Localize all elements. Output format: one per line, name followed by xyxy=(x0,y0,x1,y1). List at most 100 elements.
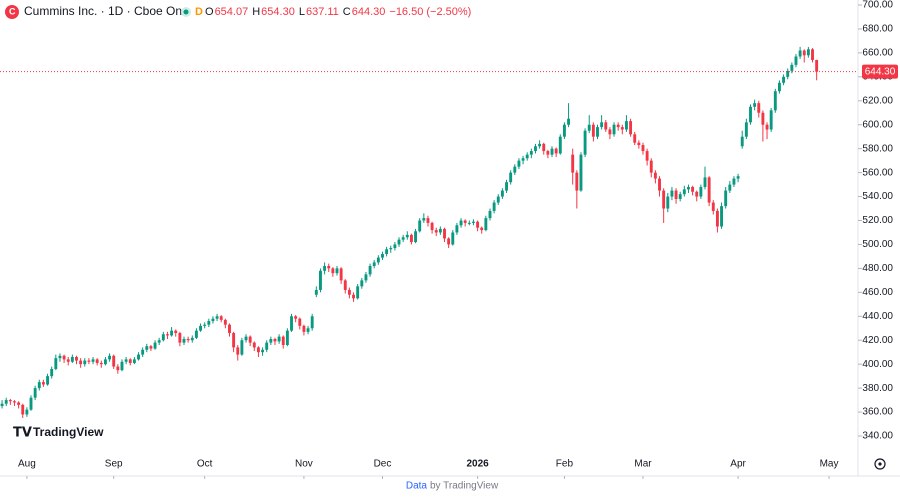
candle-body xyxy=(236,347,240,355)
candle-body xyxy=(298,318,302,326)
candle-body xyxy=(430,222,434,231)
candle-body xyxy=(83,360,87,365)
candle-body xyxy=(149,346,153,349)
candle-body xyxy=(13,401,16,403)
candle-body xyxy=(546,151,550,155)
ohlc-legend: O 654.07 H 654.30 L 637.11 C 644.30 −16.50 (−2.5… xyxy=(205,6,471,18)
x-tick-label: Dec xyxy=(374,459,392,470)
candle-body xyxy=(521,158,525,161)
settings-icon[interactable] xyxy=(874,458,886,470)
y-tick-label: 420.00 xyxy=(862,335,893,346)
candle-body xyxy=(798,50,802,57)
candle-body xyxy=(744,122,748,137)
ohlc-label: L xyxy=(299,6,305,18)
candle-body xyxy=(190,337,194,341)
candle-body xyxy=(62,355,66,360)
logo-text: TradingView xyxy=(33,425,104,439)
candle-body xyxy=(128,359,132,363)
x-tick-label: Oct xyxy=(197,459,213,470)
candle-body xyxy=(790,64,794,71)
candle-body xyxy=(670,190,674,197)
candle-body xyxy=(124,359,128,362)
candle-body xyxy=(443,228,446,239)
y-tick-label: 700.00 xyxy=(862,0,893,11)
y-tick-label: 440.00 xyxy=(862,311,893,322)
candle-body xyxy=(749,106,752,123)
y-tick-label: 620.00 xyxy=(862,95,893,106)
candle-body xyxy=(186,339,190,341)
footer-data-link[interactable]: Data xyxy=(406,481,428,492)
candle-body xyxy=(715,210,719,227)
candle-body xyxy=(41,382,45,385)
candle-body xyxy=(397,239,401,245)
candle-body xyxy=(244,336,248,341)
symbol-title[interactable]: Cummins Inc. · 1D · Cboe One xyxy=(24,4,189,18)
x-tick-label: May xyxy=(820,459,839,470)
candle-body xyxy=(641,145,645,152)
candle-body xyxy=(662,190,666,209)
candle-body xyxy=(451,232,455,245)
candle-body xyxy=(720,206,723,227)
candle-body xyxy=(699,186,703,197)
candle-body xyxy=(409,234,413,243)
candle-body xyxy=(633,134,637,143)
candle-body xyxy=(455,225,459,233)
candle-body xyxy=(653,172,657,179)
candle-body xyxy=(87,360,91,362)
logo-badge[interactable] xyxy=(8,422,102,444)
candle-body xyxy=(484,218,488,231)
candle-body xyxy=(343,280,347,290)
candle-body xyxy=(579,154,583,191)
candle-body xyxy=(596,127,599,137)
candle-body xyxy=(761,112,765,125)
candle-body xyxy=(418,220,422,232)
candle-body xyxy=(447,238,451,245)
ohlc-label: O xyxy=(205,6,214,18)
candle-body xyxy=(389,248,393,250)
candle-body xyxy=(575,172,579,191)
logo-mark: 𝗧𝗩 xyxy=(13,424,32,439)
candle-body xyxy=(600,122,604,128)
candle-body xyxy=(240,340,244,355)
market-status: D xyxy=(195,6,203,18)
candle-body xyxy=(724,190,728,207)
candle-body xyxy=(496,196,500,203)
candle-body xyxy=(137,354,140,360)
y-tick-label: 520.00 xyxy=(862,215,893,226)
candle-body xyxy=(678,194,682,199)
candle-body xyxy=(232,333,236,348)
candle-body xyxy=(806,49,810,56)
candle-body xyxy=(108,355,112,360)
candle-body xyxy=(777,82,781,92)
candle-body xyxy=(50,368,54,377)
candle-body xyxy=(8,400,12,402)
change-value: −16.50 (−2.50%) xyxy=(389,6,471,18)
candle-body xyxy=(248,336,252,343)
candle-body xyxy=(385,249,389,255)
y-tick-label: 680.00 xyxy=(862,24,893,35)
candle-body xyxy=(637,142,641,146)
candle-body xyxy=(815,59,819,72)
candle-body xyxy=(480,227,484,231)
candle-body xyxy=(687,186,690,190)
candle-body xyxy=(285,330,289,346)
candle-body xyxy=(170,330,174,336)
candle-body xyxy=(794,56,798,65)
candle-body xyxy=(608,129,612,135)
candle-body xyxy=(558,136,562,154)
candle-body xyxy=(182,339,186,343)
x-tick-label: Apr xyxy=(730,459,746,470)
candle-body xyxy=(327,265,331,269)
y-tick-label: 500.00 xyxy=(862,239,893,250)
candle-body xyxy=(534,146,537,152)
candle-body xyxy=(161,334,165,341)
candle-body xyxy=(438,228,442,233)
candle-body xyxy=(46,376,49,385)
candle-body xyxy=(352,294,355,299)
candle-body xyxy=(215,316,219,319)
candle-body xyxy=(33,388,37,398)
candle-body xyxy=(116,366,120,371)
candle-body xyxy=(335,268,339,274)
candle-body xyxy=(79,360,83,365)
candle-body xyxy=(112,355,116,367)
